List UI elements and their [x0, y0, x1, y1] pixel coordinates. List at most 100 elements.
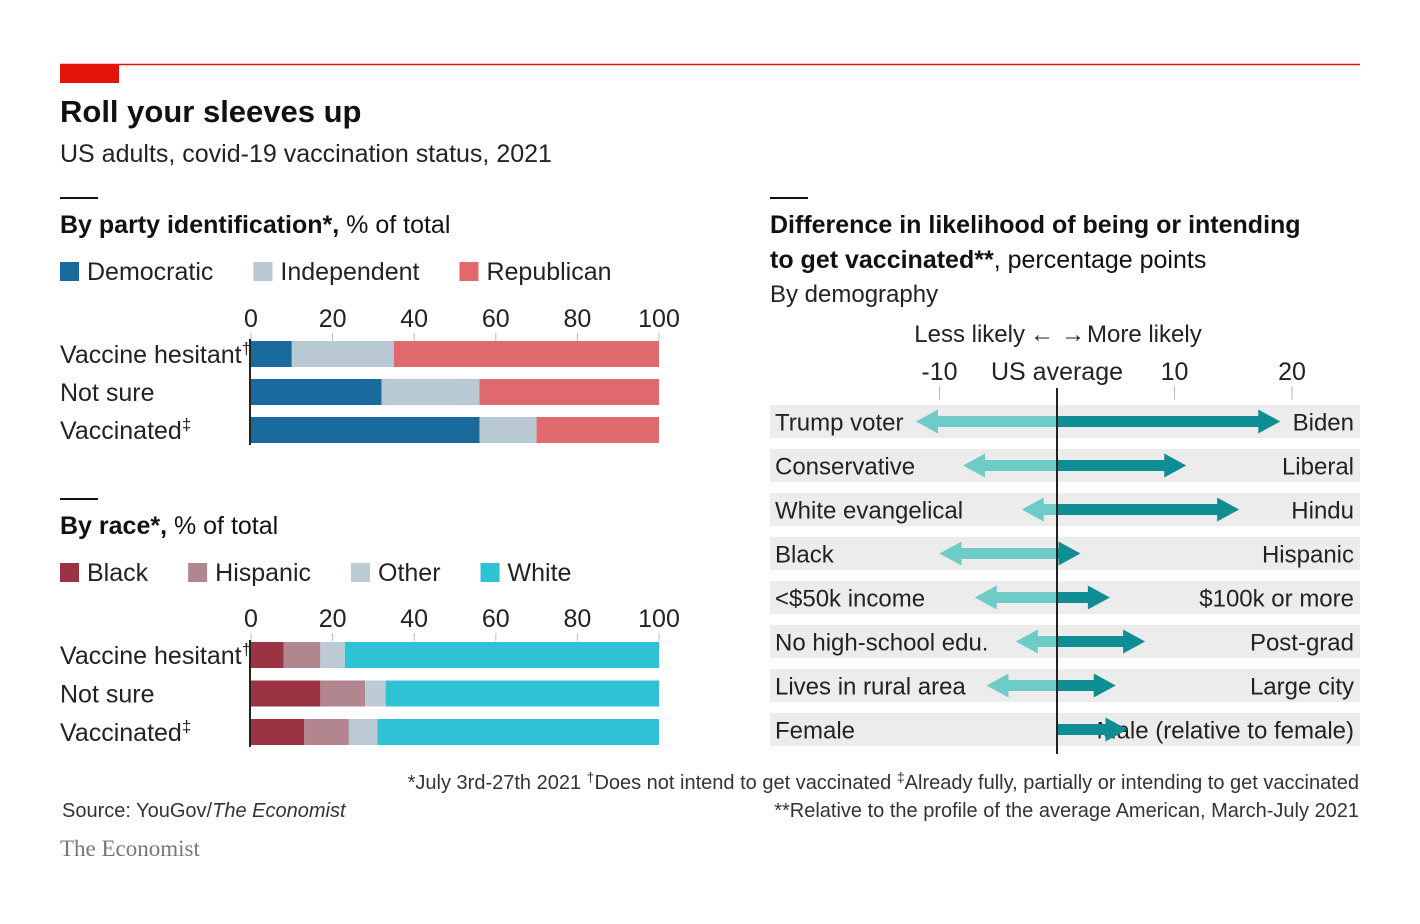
center-label: US average: [991, 358, 1123, 386]
row-right-label-large-city: Large city: [1250, 674, 1354, 701]
bar-vaccine-hesitant-other: [320, 642, 345, 668]
row-left-label-conservative: Conservative: [775, 454, 915, 481]
party-bars: Vaccine hesitant† Not sure Vaccinated‡: [60, 339, 659, 445]
row-right-label-male-relative-to-female: Male (relative to female): [1097, 718, 1354, 745]
left-arrow-icon: ←: [1030, 321, 1054, 348]
arrow-less-no-high-school-edu: [1015, 629, 1057, 654]
legend-label-independent: Independent: [280, 258, 419, 286]
bar-vaccine-hesitant-democratic: [251, 341, 292, 367]
bar-not-sure-republican: [479, 379, 659, 405]
arrow-less-lives-in-rural-area: [986, 673, 1057, 698]
legend-label-republican: Republican: [486, 258, 611, 286]
tick-label-20: 20: [319, 305, 347, 333]
tick-label-0: 0: [244, 605, 258, 633]
bar-vaccine-hesitant-republican: [393, 341, 659, 367]
legend-label-other: Other: [378, 559, 441, 587]
bar-vaccinated-other: [348, 719, 378, 745]
tick-label-60: 60: [482, 605, 510, 633]
bar-vaccinated-white: [377, 719, 659, 745]
legend-swatch-independent: [253, 262, 273, 281]
bar-vaccinated-black: [251, 719, 305, 745]
arrow-less-trump-voter: [916, 409, 1057, 434]
right-arrow-icon: →: [1061, 321, 1085, 348]
row-left-label-no-high-school-edu: No high-school edu.: [775, 630, 988, 657]
tick-label-80: 80: [563, 305, 591, 333]
legend-swatch-white: [480, 563, 500, 582]
party-panel-unit: % of total: [339, 211, 450, 239]
race-bars: Vaccine hesitant† Not sure Vaccinated‡: [60, 640, 659, 747]
arrow-more-large-city: [1057, 673, 1116, 698]
tick-label-80: 80: [563, 605, 591, 633]
economist-wordmark: The Economist: [60, 836, 200, 861]
demography-panel-subtitle: By demography: [770, 281, 938, 308]
row-right-label-post-grad: Post-grad: [1250, 630, 1354, 657]
bar-not-sure-black: [251, 680, 321, 707]
bar-not-sure-democratic: [251, 379, 382, 405]
bar-vaccine-hesitant-independent: [291, 341, 394, 367]
arrow-more-hispanic: [1057, 541, 1081, 566]
race-axis: 0 20 40 60 80 100: [244, 605, 680, 641]
bar-not-sure-hispanic: [320, 680, 366, 707]
tick-label-60: 60: [482, 305, 510, 333]
legend-swatch-democratic: [60, 262, 79, 281]
demography-panel-title: Difference in likelihood of being or int…: [770, 211, 1301, 274]
source-note: Source: YouGov/The Economist: [62, 800, 347, 822]
arrow-more-liberal: [1057, 453, 1187, 478]
demography-chart: Less likely ← → More likely US average -10 10 2…: [770, 321, 1360, 754]
row-left-label-trump-voter: Trump voter: [775, 410, 903, 437]
red-tag: [60, 64, 119, 83]
party-axis: 0 20 40 60 80 100: [244, 305, 680, 341]
tick-label-100: 100: [638, 305, 680, 333]
arrow-less-black: [939, 541, 1057, 566]
legend-swatch-hispanic: [188, 563, 208, 582]
tick-label-100: 100: [638, 605, 680, 633]
bar-vaccinated-hispanic: [304, 719, 349, 745]
row-label-vaccinated: Vaccinated‡: [60, 415, 191, 445]
row-left-label-50k-income: <$50k income: [775, 586, 925, 613]
tick-label-40: 40: [400, 305, 428, 333]
race-panel-title: By race*, % of total: [60, 512, 278, 540]
bar-vaccinated-independent: [479, 417, 537, 443]
legend-label-black: Black: [87, 559, 149, 587]
row-right-label-hispanic: Hispanic: [1262, 542, 1354, 569]
less-likely-label: Less likely: [914, 321, 1025, 348]
race-legend: Black Hispanic Other White: [60, 559, 571, 587]
row-left-label-female: Female: [775, 718, 855, 745]
row-label-vaccine-hesitant: Vaccine hesitant†: [60, 640, 251, 670]
row-left-label-lives-in-rural-area: Lives in rural area: [775, 674, 966, 701]
tick-label-20: 20: [1278, 358, 1306, 386]
arrow-less-conservative: [963, 453, 1057, 478]
footnote-line-2: **Relative to the profile of the average…: [774, 800, 1359, 822]
arrow-more-hindu: [1057, 497, 1240, 522]
row-label-not-sure: Not sure: [60, 681, 154, 709]
legend-label-white: White: [508, 559, 572, 587]
row-label-vaccinated: Vaccinated‡: [60, 717, 191, 747]
arrow-more-male-relative-to-female: [1057, 717, 1128, 742]
legend-swatch-republican: [459, 262, 479, 281]
bar-vaccine-hesitant-white: [344, 642, 659, 668]
row-left-label-black: Black: [775, 542, 835, 569]
row-left-label-white-evangelical: White evangelical: [775, 498, 963, 525]
bar-vaccine-hesitant-hispanic: [283, 642, 321, 668]
row-label-vaccine-hesitant: Vaccine hesitant†: [60, 339, 251, 369]
bar-not-sure-independent: [381, 379, 480, 405]
arrow-less-white-evangelical: [1021, 497, 1057, 522]
legend-label-democratic: Democratic: [87, 258, 213, 286]
party-panel-title: By party identification*, % of total: [60, 211, 450, 239]
arrow-more-biden: [1057, 409, 1281, 434]
row-right-label-biden: Biden: [1293, 410, 1354, 437]
bar-vaccinated-democratic: [251, 417, 480, 443]
row-right-label-hindu: Hindu: [1291, 498, 1354, 525]
tick-label-40: 40: [400, 605, 428, 633]
arrow-less-50k-income: [974, 585, 1057, 610]
row-right-label-100k-or-more: $100k or more: [1199, 586, 1354, 613]
legend-swatch-black: [60, 563, 79, 582]
bar-vaccine-hesitant-black: [251, 642, 284, 668]
more-likely-label: More likely: [1087, 321, 1202, 348]
chart-subtitle: US adults, covid-19 vaccination status, …: [60, 140, 552, 168]
legend-swatch-other: [351, 563, 371, 582]
footnote-line-1: *July 3rd-27th 2021 †Does not intend to …: [408, 769, 1359, 794]
legend-label-hispanic: Hispanic: [215, 559, 311, 587]
row-label-not-sure: Not sure: [60, 379, 154, 407]
